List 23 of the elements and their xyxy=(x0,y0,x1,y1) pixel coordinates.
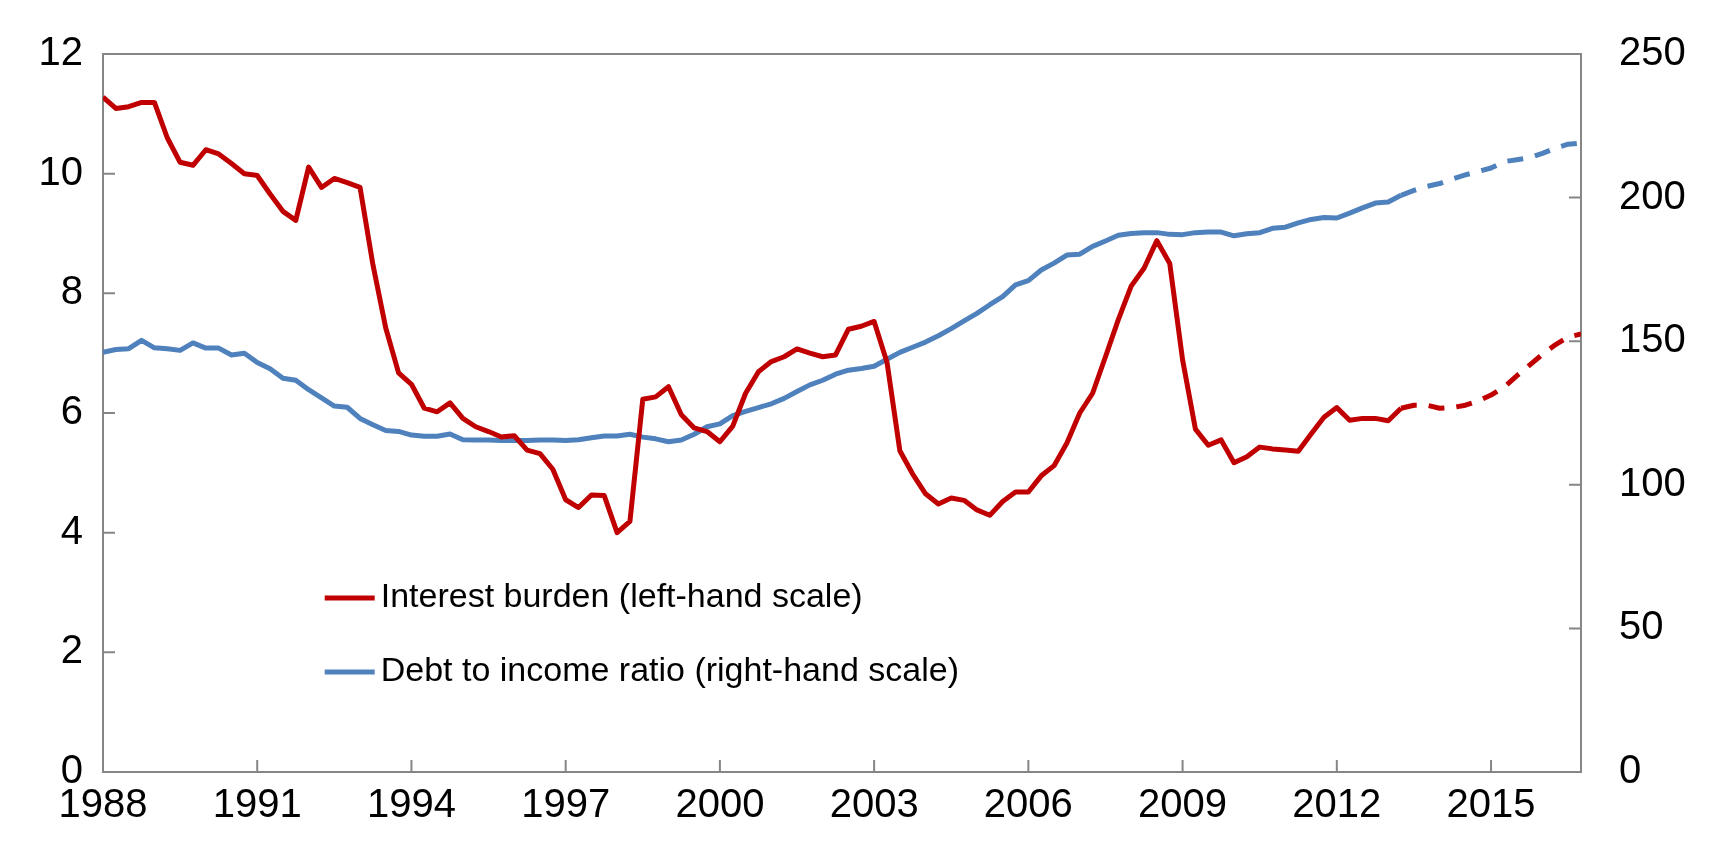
x-tick-label: 2009 xyxy=(1138,781,1228,826)
y2-tick-label: 150 xyxy=(1619,316,1686,361)
x-tick-label: 1994 xyxy=(366,781,456,826)
x-tick-label: 2000 xyxy=(675,781,765,826)
x-tick-label: 2006 xyxy=(983,781,1073,826)
x-tick-label: 2003 xyxy=(829,781,919,826)
x-tick-label: 2012 xyxy=(1292,781,1382,826)
y-tick-label: 2 xyxy=(60,627,83,672)
legend-label: Debt to income ratio (right-hand scale) xyxy=(380,650,959,689)
x-tick-label: 1991 xyxy=(212,781,302,826)
x-tick-label: 2015 xyxy=(1446,781,1536,826)
y-tick-label: 6 xyxy=(60,388,83,433)
x-tick-label: 1997 xyxy=(521,781,611,826)
y2-tick-label: 200 xyxy=(1619,172,1686,217)
legend-label: Interest burden (left-hand scale) xyxy=(380,576,863,615)
y-tick-label: 8 xyxy=(60,268,83,313)
y-tick-label: 4 xyxy=(60,507,83,552)
y2-tick-label: 250 xyxy=(1619,29,1686,74)
y2-tick-label: 0 xyxy=(1619,747,1642,792)
y-tick-label: 10 xyxy=(38,148,83,193)
y2-tick-label: 100 xyxy=(1619,459,1686,504)
y2-tick-label: 50 xyxy=(1619,603,1664,648)
y-tick-label: 12 xyxy=(38,29,83,74)
